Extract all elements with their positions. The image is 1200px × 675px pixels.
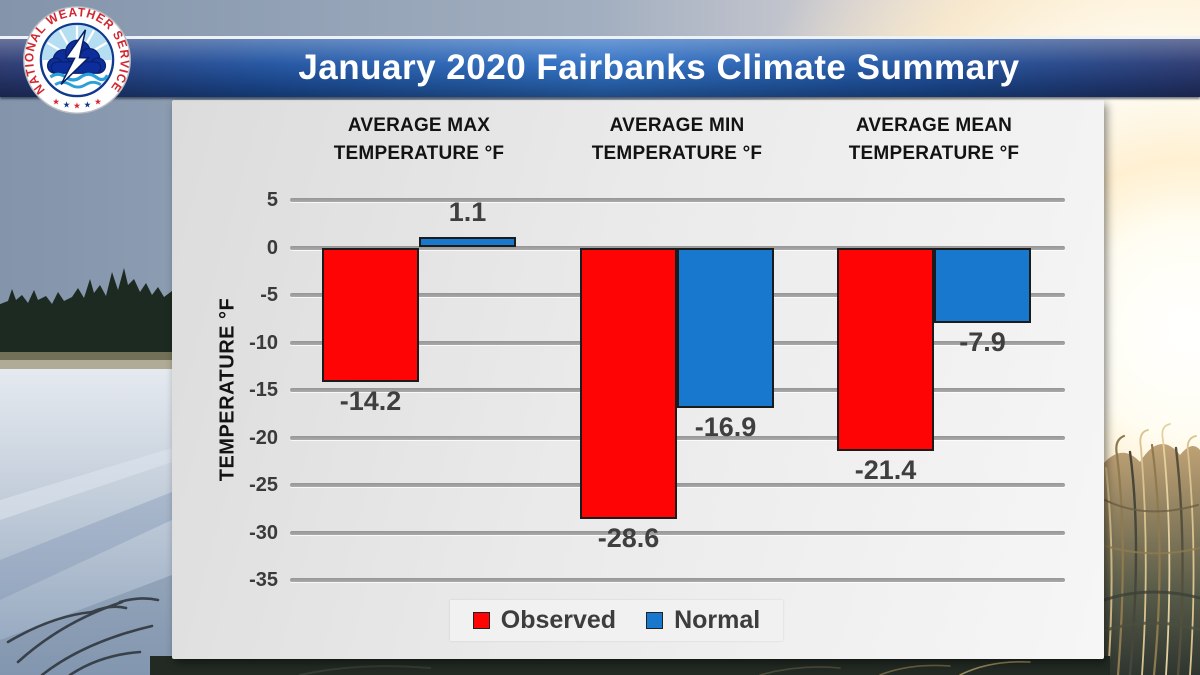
legend-swatch-icon xyxy=(472,612,490,629)
gridline xyxy=(290,483,1065,487)
foreground-grass-highlights xyxy=(299,660,1031,675)
category-header-max: AVERAGE MAX TEMPERATURE °F xyxy=(333,115,505,164)
category-header-mean: AVERAGE MEAN TEMPERATURE °F xyxy=(848,115,1020,164)
value-label: -21.4 xyxy=(854,454,917,485)
page-title: January 2020 Fairbanks Climate Summary xyxy=(298,48,1020,87)
svg-text:★: ★ xyxy=(73,100,81,110)
bar-normal-average-mean-temperature-f xyxy=(934,247,1031,323)
bar-observed-average-mean-temperature-f xyxy=(837,247,934,451)
y-tick-label: -15 xyxy=(249,379,278,401)
bar-normal-average-max-temperature-f xyxy=(419,237,516,248)
value-label: -28.6 xyxy=(597,523,660,554)
y-tick-label: -10 xyxy=(249,331,278,354)
chart-legend: Observed Normal xyxy=(450,600,783,641)
value-label: -14.2 xyxy=(339,386,402,417)
bar-observed-average-max-temperature-f xyxy=(322,247,419,383)
y-tick-label: -35 xyxy=(249,569,278,591)
gridline xyxy=(290,198,1065,202)
foreground-grass-strip xyxy=(150,656,1110,675)
y-tick-label: -5 xyxy=(260,284,278,306)
legend-entry-normal: Normal xyxy=(646,606,760,635)
chart-panel: TEMPERATURE °F 5 0 -5 -10 -15 -20 -25 -30 -35 AVE… xyxy=(172,100,1104,659)
legend-swatch-icon xyxy=(646,612,664,629)
snow-shadow xyxy=(0,492,172,600)
logo-stars: ★ ★ ★ ★ ★ xyxy=(52,97,102,111)
y-tick-label: -30 xyxy=(249,521,278,544)
value-label: 1.1 xyxy=(448,197,487,228)
y-tick-label: 0 xyxy=(266,236,278,259)
title-banner: January 2020 Fairbanks Climate Summary xyxy=(0,36,1200,97)
frost-brush-band xyxy=(0,352,182,369)
snow-track xyxy=(0,448,172,520)
branch-silhouettes xyxy=(6,597,160,675)
svg-text:★: ★ xyxy=(52,97,60,107)
value-label: -7.9 xyxy=(959,326,1006,357)
grass-blades xyxy=(1098,423,1200,675)
y-tick-label: 5 xyxy=(266,189,278,211)
legend-label: Normal xyxy=(674,606,761,634)
lightning-bolt-icon xyxy=(60,29,91,85)
bar-observed-average-min-temperature-f xyxy=(580,247,677,520)
svg-text:★: ★ xyxy=(63,100,71,110)
gridline xyxy=(290,530,1065,535)
legend-entry-observed: Observed xyxy=(472,606,617,635)
gridline xyxy=(290,435,1065,440)
svg-text:★: ★ xyxy=(94,97,102,107)
category-header-min: AVERAGE MIN TEMPERATURE °F xyxy=(591,115,763,164)
gridline xyxy=(290,578,1065,582)
y-tick-label: -25 xyxy=(249,474,278,496)
legend-label: Observed xyxy=(500,606,617,634)
value-label: -16.9 xyxy=(694,412,757,443)
treeline xyxy=(0,268,182,360)
y-tick-label: -20 xyxy=(249,426,278,449)
grass-base xyxy=(1098,444,1200,675)
bar-normal-average-min-temperature-f xyxy=(677,247,774,409)
svg-text:★: ★ xyxy=(84,100,92,110)
nws-logo: NATIONAL WEATHER SERVICE ★ ★ ★ ★ ★ xyxy=(22,5,131,114)
